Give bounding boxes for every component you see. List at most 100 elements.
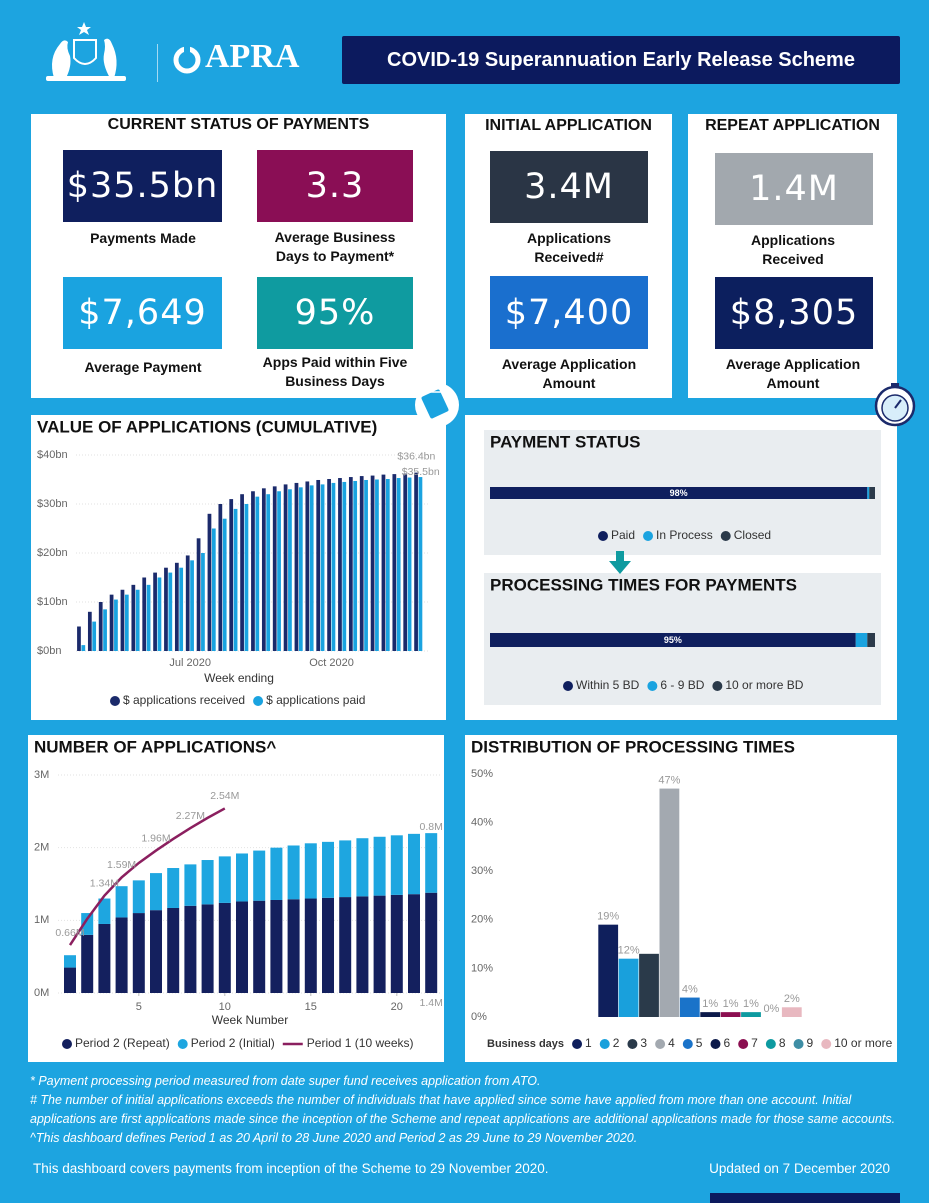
bar-segment: [356, 838, 369, 897]
bar-segment: [373, 895, 386, 993]
bar: [407, 477, 412, 651]
line: [68, 807, 226, 946]
y-tick-label: 50%: [471, 768, 493, 780]
legend-label: Within 5 BD: [576, 678, 640, 692]
bar-segment: [408, 894, 420, 993]
x-axis-label: Week ending: [204, 671, 274, 685]
legend-swatch: [710, 1039, 721, 1049]
legend-swatch: [647, 681, 658, 691]
bar: [207, 513, 212, 651]
bar-segment: [408, 833, 420, 895]
legend-label: Period 2 (Initial): [191, 1036, 275, 1050]
bar-segment: [150, 910, 162, 993]
kpi-label: Applications Received#: [526, 230, 611, 265]
data-label: 2.27M: [176, 810, 205, 822]
data-label: 95%: [664, 635, 682, 645]
bar: [87, 611, 92, 651]
footer-coverage: This dashboard covers payments from ince…: [33, 1161, 549, 1176]
bar: [251, 491, 255, 651]
bar: [418, 477, 423, 651]
bar: [396, 478, 401, 651]
bar-segment: [855, 633, 868, 647]
footer-bar: [710, 1193, 900, 1203]
section-title: CURRENT STATUS OF PAYMENTS: [107, 116, 370, 133]
bar-segment: [356, 896, 369, 993]
x-tick-label: 15: [305, 1001, 317, 1013]
kpi-label: Average Business Days to Payment*: [274, 229, 396, 264]
legend-swatch: [598, 531, 608, 541]
apra-logo: APRA: [205, 38, 300, 75]
bar: [385, 479, 390, 651]
bar-segment: [184, 864, 197, 906]
bar: [720, 1012, 741, 1017]
bar-segment: [98, 923, 111, 993]
coat-of-arms: [46, 22, 126, 81]
legend-label: Period 1 (10 weeks): [307, 1036, 414, 1050]
section-title: REPEAT APPLICATION: [705, 117, 880, 134]
footnote: # The number of initial applications exc…: [30, 1093, 896, 1126]
bar: [185, 555, 190, 651]
kpi-label: Applications Received: [750, 232, 835, 267]
bar: [342, 481, 347, 651]
data-label: 2.54M: [210, 790, 239, 802]
legend-swatch: [62, 1039, 72, 1049]
bar: [157, 577, 162, 651]
legend-label: 8: [779, 1036, 786, 1050]
bar: [92, 621, 97, 651]
legend-label: In Process: [656, 528, 713, 542]
legend-label: 4: [668, 1036, 675, 1050]
bar: [598, 924, 619, 1017]
kpi-value: $7,649: [63, 277, 222, 349]
bar-segment: [490, 633, 856, 647]
y-tick-label: 30%: [471, 865, 493, 877]
legend-swatch: [563, 681, 573, 691]
x-tick-label: Jul 2020: [169, 657, 211, 669]
kpi-value: $7,400: [490, 276, 648, 349]
bar: [618, 958, 639, 1017]
bar: [164, 567, 168, 651]
y-tick-label: $10bn: [37, 596, 68, 608]
data-label: 12%: [618, 945, 640, 957]
kpi-label: Payments Made: [90, 230, 196, 246]
kpi-value: 1.4M: [715, 153, 873, 225]
footer-updated: Updated on 7 December 2020: [709, 1161, 890, 1176]
bar: [659, 788, 680, 1017]
data-label: 98%: [670, 488, 688, 498]
divider: [157, 44, 158, 82]
x-tick-label: Oct 2020: [309, 657, 354, 669]
bar: [679, 997, 700, 1017]
footnote: ^This dashboard defines Period 1 as 20 A…: [30, 1131, 638, 1145]
bar-segment: [81, 934, 94, 993]
data-label: 0.66M: [55, 927, 84, 939]
bar-segment: [167, 907, 180, 993]
data-label: 1%: [723, 998, 739, 1010]
bar: [327, 479, 331, 651]
footnote: * Payment processing period measured fro…: [30, 1074, 541, 1088]
apra-mark: [173, 44, 201, 74]
bar-segment: [425, 892, 438, 993]
bar: [77, 626, 81, 651]
data-label: 19%: [597, 911, 619, 923]
bar: [98, 602, 103, 651]
legend-label: Paid: [611, 528, 635, 542]
legend-swatch: [572, 1039, 583, 1049]
bar-segment: [201, 904, 214, 993]
bar: [305, 481, 310, 651]
bar-segment: [287, 845, 300, 900]
kpi-value: $8,305: [715, 277, 873, 349]
bar: [392, 474, 397, 651]
bar: [233, 508, 238, 651]
bar: [261, 488, 266, 651]
y-tick-label: 1M: [34, 914, 49, 926]
bar: [120, 589, 125, 651]
bar: [403, 473, 408, 651]
x-axis-label: Week Number: [212, 1013, 288, 1027]
bar: [142, 577, 147, 651]
legend-label: 5: [696, 1036, 703, 1050]
bar: [316, 479, 321, 651]
bar: [179, 567, 184, 651]
bar: [272, 486, 277, 651]
bar: [218, 504, 223, 651]
legend-label: 3: [640, 1036, 647, 1050]
